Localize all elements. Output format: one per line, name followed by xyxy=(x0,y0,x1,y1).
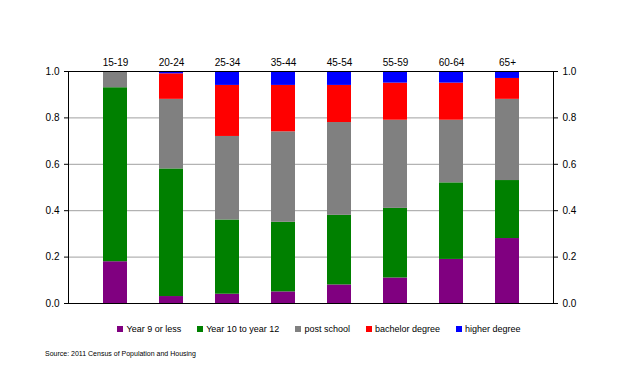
svg-text:45-54: 45-54 xyxy=(327,57,353,68)
svg-text:0.4: 0.4 xyxy=(46,205,60,216)
svg-text:0.6: 0.6 xyxy=(563,159,577,170)
svg-text:1.0: 1.0 xyxy=(46,66,60,77)
svg-text:0.8: 0.8 xyxy=(46,112,60,123)
svg-text:0.6: 0.6 xyxy=(46,159,60,170)
svg-text:0.8: 0.8 xyxy=(563,112,577,123)
html-text:Source: 2011 Census of Populat: Source: 2011 Census of Population and Ho… xyxy=(45,350,196,357)
html-text:bachelor degree: bachelor degree xyxy=(374,324,440,334)
svg-text:0.0: 0.0 xyxy=(563,298,577,309)
svg-text:15-19: 15-19 xyxy=(103,57,129,68)
svg-text:0.0: 0.0 xyxy=(46,298,60,309)
svg-text:0.4: 0.4 xyxy=(563,205,577,216)
html-text:Year 9 or less: Year 9 or less xyxy=(126,324,182,334)
svg-text:55-59: 55-59 xyxy=(383,57,409,68)
svg-text:35-44: 35-44 xyxy=(271,57,297,68)
html-text:Year 10 to year 12: Year 10 to year 12 xyxy=(206,324,280,334)
svg-text:0.2: 0.2 xyxy=(563,251,577,262)
svg-text:20-24: 20-24 xyxy=(159,57,185,68)
html-text:post school: post school xyxy=(304,324,350,334)
html-text:higher degree: higher degree xyxy=(465,324,521,334)
svg-text:25-34: 25-34 xyxy=(215,57,241,68)
svg-text:65+: 65+ xyxy=(499,57,516,68)
svg-text:1.0: 1.0 xyxy=(563,66,577,77)
svg-text:60-64: 60-64 xyxy=(439,57,465,68)
svg-text:0.2: 0.2 xyxy=(46,251,60,262)
